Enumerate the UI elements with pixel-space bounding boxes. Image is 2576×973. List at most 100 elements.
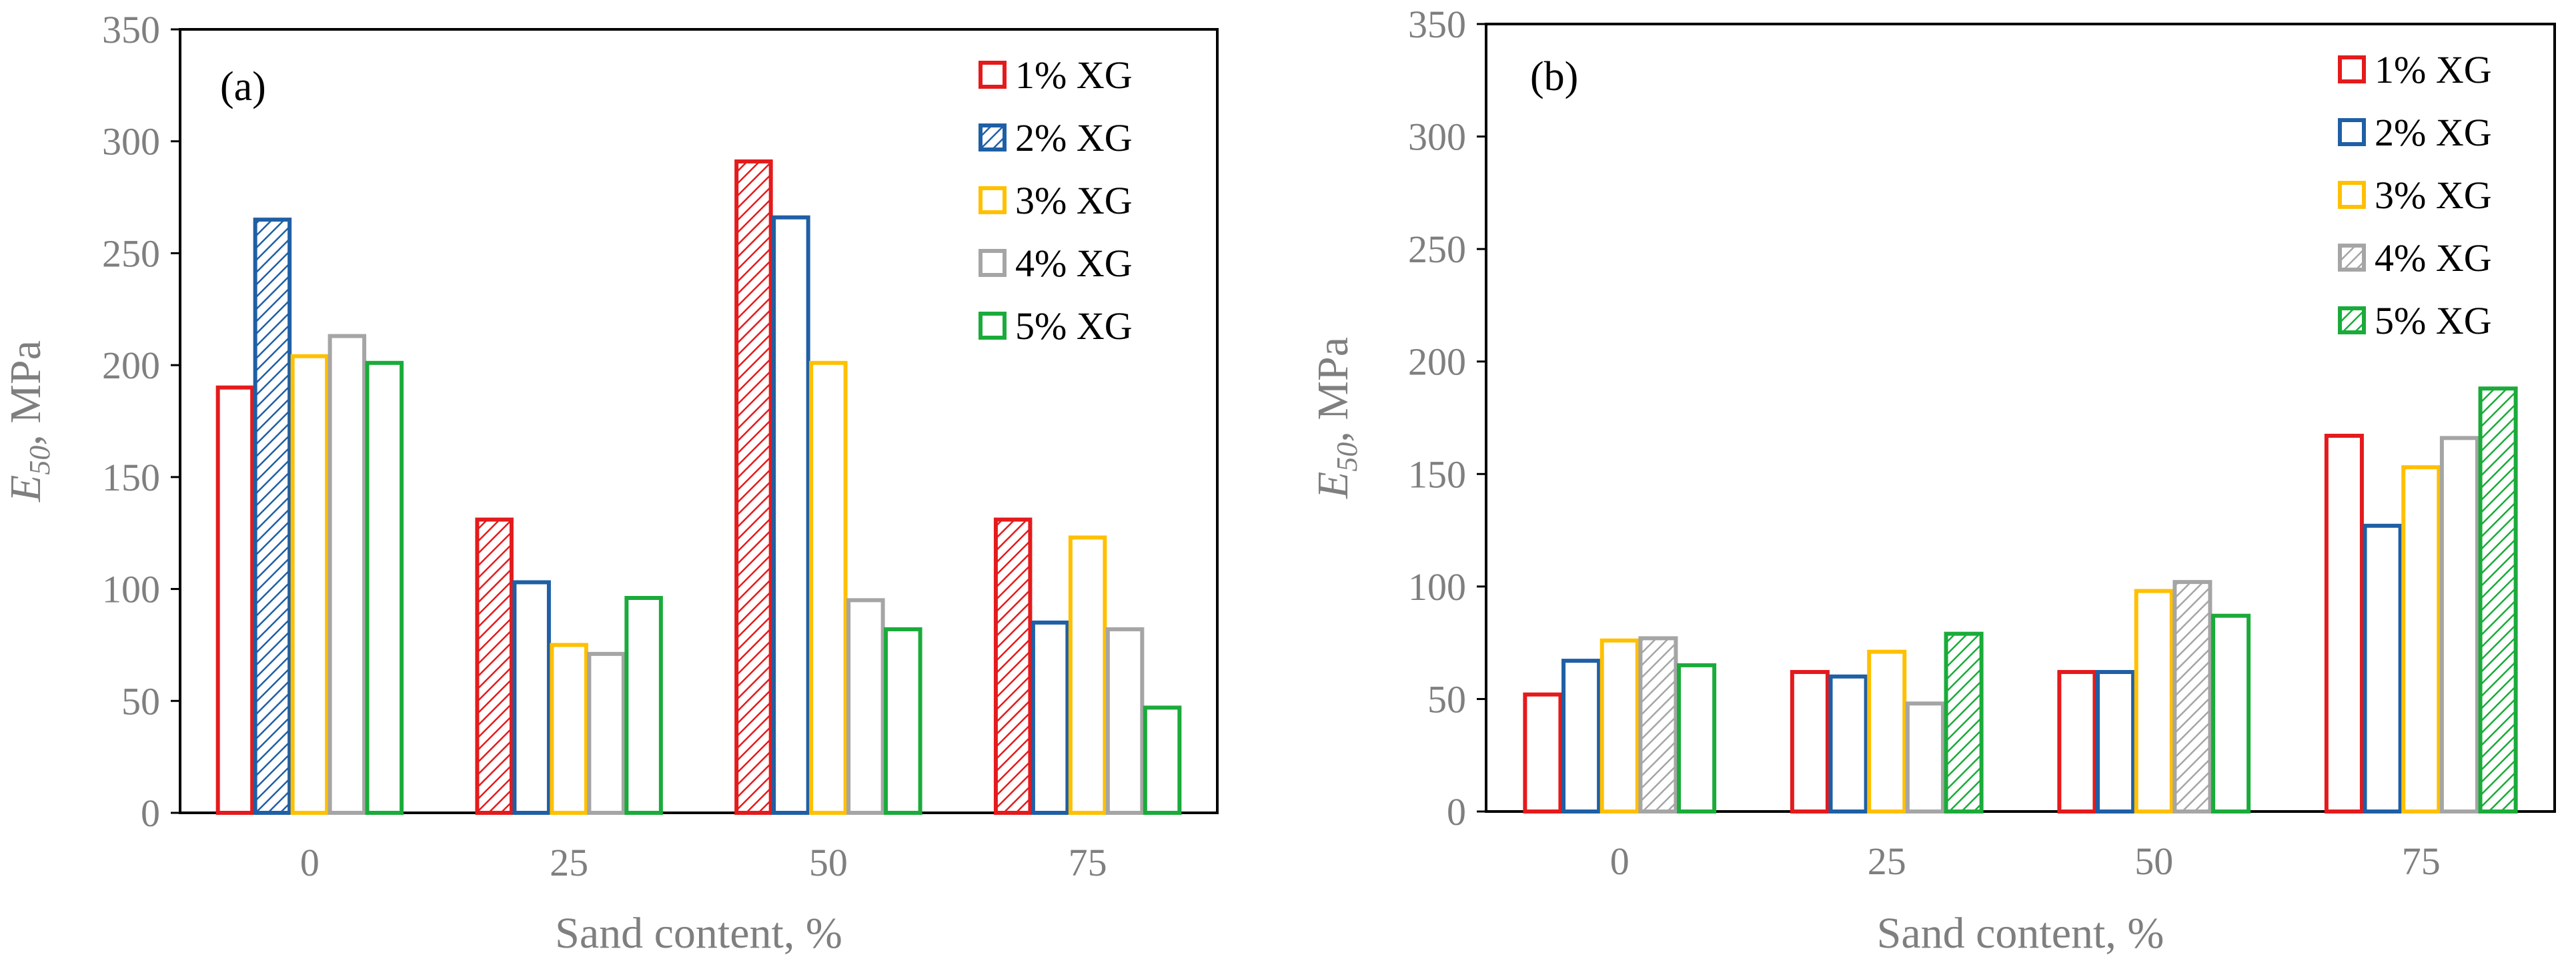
bar-3pct-xg-0 bbox=[1599, 638, 1640, 814]
bar-5pct-xg-25 bbox=[624, 595, 663, 815]
y-tick-label: 300 bbox=[1408, 115, 1466, 159]
legend-label: 2% XG bbox=[2375, 111, 2492, 154]
bar-5pct-xg-75 bbox=[2478, 386, 2518, 814]
legend-label: 5% XG bbox=[2375, 299, 2492, 342]
chart-panel-b: E50, MPa Sand content, % (b) 05010015020… bbox=[1309, 3, 2556, 958]
legend-label: 1% XG bbox=[2375, 48, 2492, 91]
x-tick-label: 75 bbox=[2402, 840, 2441, 883]
legend-label: 3% XG bbox=[2375, 174, 2492, 217]
bar-2pct-xg-0 bbox=[1561, 659, 1601, 814]
y-tick-label: 100 bbox=[102, 568, 160, 611]
y-label-main: E bbox=[1309, 472, 1357, 499]
bar-3pct-xg-75 bbox=[1068, 535, 1107, 815]
bar-5pct-xg-50 bbox=[884, 627, 922, 815]
legend-swatch bbox=[979, 123, 1007, 151]
bar-3pct-xg-75 bbox=[2401, 465, 2441, 814]
bar-1pct-xg-0 bbox=[215, 385, 255, 815]
legend-swatch bbox=[2338, 55, 2366, 83]
bar-5pct-xg-0 bbox=[365, 360, 404, 815]
legend-swatch bbox=[2338, 181, 2366, 209]
legend-label: 5% XG bbox=[1015, 304, 1133, 348]
bar-1pct-xg-25 bbox=[1790, 669, 1830, 814]
bar-3pct-xg-25 bbox=[550, 643, 588, 816]
legend-swatch bbox=[979, 186, 1007, 214]
bar-4pct-xg-25 bbox=[1905, 701, 1945, 814]
y-label-rest: , MPa bbox=[1309, 337, 1357, 442]
legend-swatch bbox=[979, 249, 1007, 277]
plot-frame bbox=[1485, 23, 2556, 813]
y-axis-label: E50, MPa bbox=[1, 340, 56, 503]
bar-4pct-xg-0 bbox=[1638, 636, 1678, 814]
x-tick-label: 0 bbox=[300, 841, 319, 884]
legend-label: 3% XG bbox=[1015, 179, 1133, 222]
legend-label: 1% XG bbox=[1015, 53, 1133, 97]
bar-2pct-xg-25 bbox=[512, 580, 551, 815]
bar-2pct-xg-75 bbox=[1031, 620, 1070, 816]
x-tick-label: 50 bbox=[2134, 840, 2173, 883]
chart-panel-a: E50, MPa Sand content, % (a) 05010015020… bbox=[1, 8, 1219, 958]
y-label-sub: 50 bbox=[23, 446, 56, 475]
y-label-sub: 50 bbox=[1331, 442, 1363, 472]
x-axis-label: Sand content, % bbox=[1877, 909, 2164, 958]
x-tick-label: 25 bbox=[1868, 840, 1906, 883]
legend: 1% XG 2% XG 3% XG 4% XG 5% XG bbox=[2338, 48, 2492, 342]
y-tick-label: 150 bbox=[102, 456, 160, 499]
legend-label: 4% XG bbox=[2375, 236, 2492, 280]
x-tick-label: 50 bbox=[809, 841, 848, 884]
bar-1pct-xg-50 bbox=[734, 159, 773, 816]
legend-label: 2% XG bbox=[1015, 116, 1133, 159]
bar-2pct-xg-25 bbox=[1828, 674, 1868, 814]
bar-5pct-xg-25 bbox=[1944, 631, 1984, 814]
y-tick-label: 50 bbox=[121, 679, 160, 723]
bar-1pct-xg-0 bbox=[1523, 692, 1563, 814]
x-axis-label: Sand content, % bbox=[555, 909, 842, 958]
y-tick-label: 250 bbox=[1408, 228, 1466, 271]
bar-3pct-xg-0 bbox=[290, 354, 330, 815]
bar-1pct-xg-75 bbox=[993, 517, 1033, 815]
bar-4pct-xg-50 bbox=[846, 598, 885, 815]
bar-5pct-xg-50 bbox=[2211, 613, 2251, 814]
bar-1pct-xg-75 bbox=[2324, 433, 2364, 814]
bar-4pct-xg-75 bbox=[2439, 436, 2479, 814]
bar-4pct-xg-75 bbox=[1105, 627, 1145, 815]
bar-2pct-xg-50 bbox=[2096, 669, 2136, 814]
plot-frame bbox=[179, 28, 1219, 814]
y-tick-label: 200 bbox=[102, 344, 160, 387]
bar-4pct-xg-25 bbox=[587, 651, 626, 815]
x-tick-label: 0 bbox=[1610, 840, 1630, 883]
x-tick-label: 75 bbox=[1069, 841, 1107, 884]
bar-2pct-xg-50 bbox=[772, 215, 810, 815]
y-tick-label: 100 bbox=[1408, 565, 1466, 609]
x-tick-label: 25 bbox=[550, 841, 588, 884]
bar-4pct-xg-0 bbox=[328, 334, 367, 815]
bar-2pct-xg-0 bbox=[253, 218, 292, 816]
panel-label: (b) bbox=[1530, 54, 1578, 99]
y-tick-label: 350 bbox=[102, 8, 160, 51]
bar-5pct-xg-75 bbox=[1143, 705, 1182, 815]
legend-swatch bbox=[2338, 244, 2366, 272]
y-axis-label-text: E50, MPa bbox=[1309, 337, 1363, 499]
bar-2pct-xg-75 bbox=[2363, 523, 2403, 814]
y-label-main: E bbox=[1, 475, 50, 503]
legend-label: 4% XG bbox=[1015, 242, 1133, 285]
bar-3pct-xg-25 bbox=[1867, 649, 1907, 814]
legend-swatch bbox=[2338, 306, 2366, 334]
legend-swatch bbox=[979, 312, 1007, 340]
y-tick-label: 250 bbox=[102, 232, 160, 275]
y-tick-label: 0 bbox=[1447, 790, 1466, 834]
legend-swatch bbox=[979, 61, 1007, 89]
bar-4pct-xg-50 bbox=[2172, 580, 2212, 814]
bar-3pct-xg-50 bbox=[2134, 589, 2174, 814]
y-label-rest: , MPa bbox=[1, 340, 50, 446]
bar-5pct-xg-0 bbox=[1677, 663, 1717, 814]
y-tick-label: 0 bbox=[141, 791, 160, 835]
bar-1pct-xg-25 bbox=[475, 517, 514, 815]
y-tick-label: 150 bbox=[1408, 452, 1466, 496]
y-axis-label: E50, MPa bbox=[1309, 337, 1363, 499]
y-axis-label-text: E50, MPa bbox=[1, 340, 56, 503]
legend-swatch bbox=[2338, 118, 2366, 146]
y-tick-label: 50 bbox=[1427, 677, 1466, 721]
panel-label: (a) bbox=[220, 64, 266, 109]
y-tick-label: 350 bbox=[1408, 3, 1466, 46]
